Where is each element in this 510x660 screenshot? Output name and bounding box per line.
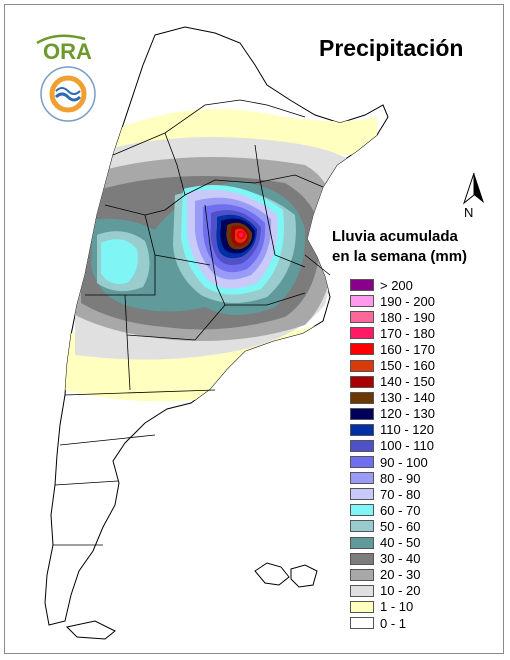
legend-item: 50 - 60 [350,518,435,534]
legend-label: 0 - 1 [380,615,407,631]
legend-label: 180 - 190 [380,309,435,325]
legend-swatch [350,279,374,292]
legend-label: 90 - 100 [380,454,428,470]
legend-label: 80 - 90 [380,470,421,486]
legend-item: 1 - 10 [350,599,435,615]
legend-swatch [350,295,374,308]
legend-item: 40 - 50 [350,535,435,551]
legend-item: 100 - 110 [350,438,435,454]
legend-title-line1: Lluvia acumulada [332,228,458,245]
ora-logo-text: ORA [43,39,92,64]
legend-item: 120 - 130 [350,406,435,422]
legend-label: 170 - 180 [380,325,435,341]
legend-item: 130 - 140 [350,390,435,406]
legend-item: 90 - 100 [350,454,435,470]
legend-title-line2: en la semana (mm) [332,248,468,265]
legend-swatch [350,520,374,533]
legend-label: 50 - 60 [380,518,421,534]
legend-label: 190 - 200 [380,293,435,309]
map-title: Precipitación [319,35,464,61]
north-label: N [464,205,474,220]
legend-label: 20 - 30 [380,567,421,583]
legend-label: 30 - 40 [380,551,421,567]
legend-label: 100 - 110 [380,438,434,454]
legend-item: 60 - 70 [350,502,435,518]
legend-label: 10 - 20 [380,583,421,599]
legend-swatch [350,391,374,404]
legend-swatch [350,504,374,517]
legend-item: 0 - 1 [350,615,435,631]
legend-item: 180 - 190 [350,309,435,325]
legend-label: 130 - 140 [380,390,435,406]
legend-swatch [350,423,374,436]
legend-swatch [350,584,374,597]
legend-label: > 200 [380,277,413,293]
precip-zone-170-180 [238,232,244,238]
legend-swatch [350,375,374,388]
legend-item: 80 - 90 [350,470,435,486]
legend-label: 1 - 10 [380,599,414,615]
ora-logo: ORA [36,34,92,64]
tierra-del-fuego [65,620,116,640]
legend-item: 140 - 150 [350,374,435,390]
legend-swatch [350,552,374,565]
legend-label: 60 - 70 [380,502,421,518]
legend-swatch [350,536,374,549]
legend-swatch [350,327,374,340]
legend-swatch [350,488,374,501]
legend-swatch [350,600,374,613]
legend-item: 30 - 40 [350,551,435,567]
map-frame: ORA Precipitación N Lluvia acumulada en … [4,4,504,654]
legend-item: 170 - 180 [350,325,435,341]
legend-swatch [350,311,374,324]
precipitation-map [44,26,389,640]
legend-item: 20 - 30 [350,567,435,583]
legend-item: 150 - 160 [350,357,435,373]
legend-item: 160 - 170 [350,341,435,357]
legend-label: 150 - 160 [380,358,435,374]
province-boundaries [53,99,331,546]
legend-item: 190 - 200 [350,293,435,309]
legend-swatch [350,617,374,630]
precipitation-fields [65,109,377,402]
legend-label: 40 - 50 [380,535,421,551]
smn-seal-logo [40,66,96,122]
legend-label: 160 - 170 [380,341,435,357]
precipitation-legend: > 200 190 - 200 180 - 190 170 - 180 160 - 17… [350,277,435,631]
legend-swatch [350,407,374,420]
legend-item: 10 - 20 [350,583,435,599]
legend-label: 110 - 120 [380,422,434,438]
legend-swatch [350,472,374,485]
legend-swatch [350,439,374,452]
north-arrow-icon [462,172,484,205]
legend-label: 120 - 130 [380,406,435,422]
legend-label: 140 - 150 [380,374,435,390]
legend-label: 70 - 80 [380,486,421,502]
legend-title: Lluvia acumulada en la semana (mm) [332,227,502,267]
legend-swatch [350,568,374,581]
legend-swatch [350,456,374,469]
legend-swatch [350,359,374,372]
legend-swatch [350,343,374,356]
legend-item: 110 - 120 [350,422,435,438]
legend-item: 70 - 80 [350,486,435,502]
malvinas-islands [254,562,318,588]
legend-item: > 200 [350,277,435,293]
